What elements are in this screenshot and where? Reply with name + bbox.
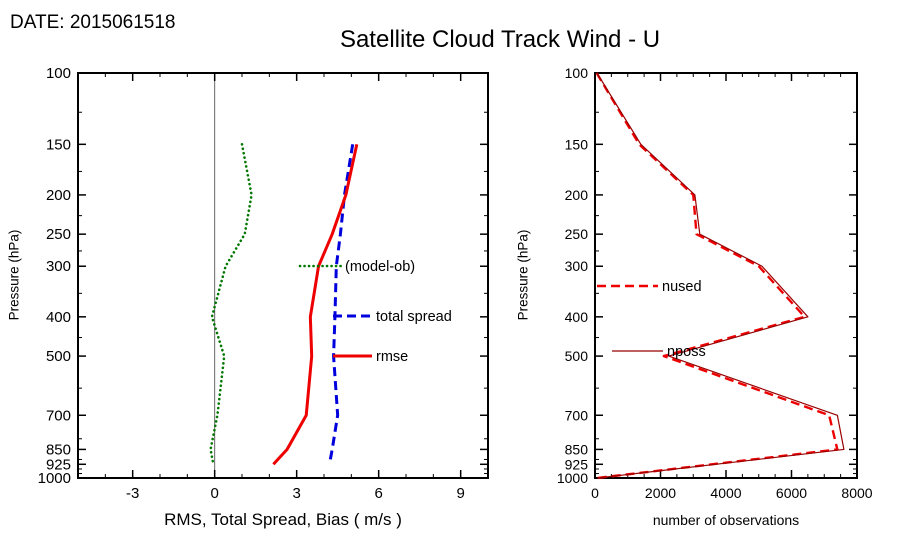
x-tick-label: 2000: [645, 485, 676, 501]
legend-label-total-spread: total spread: [376, 309, 452, 325]
right-panel: 0 2000 4000 6000 8000 100 150 200 250 300 400 500 70…: [557, 65, 873, 501]
left-panel: -3 0 3 6 9 100 150 200 250 300 400 500 700 8509251000…: [38, 65, 489, 502]
x-tick-label: 4000: [710, 485, 741, 501]
y-tick-label: 700: [46, 407, 71, 424]
x-tick-label: 0: [591, 485, 599, 501]
y-tick-label: 500: [565, 348, 589, 364]
right-yaxis-title: Pressure (hPa): [515, 229, 531, 321]
y-tick-label: 400: [46, 309, 71, 326]
y-tick-label: 925: [46, 456, 71, 473]
page-title: Satellite Cloud Track Wind - U: [339, 26, 661, 53]
y-tick-label: 700: [565, 407, 589, 423]
y-tick-label: 1000: [38, 470, 71, 487]
y-tick-label: 150: [46, 136, 71, 153]
y-tick-label: 400: [565, 309, 589, 325]
plot-frame: [77, 72, 489, 479]
y-tick-label: 1000: [557, 470, 588, 486]
x-tick-label: 0: [210, 485, 218, 502]
y-tick-label: 150: [565, 136, 589, 152]
y-tick-label: 200: [46, 187, 71, 204]
series-nused: [595, 72, 839, 480]
left-yaxis-title: Pressure (hPa): [6, 229, 22, 321]
y-tick-label: 850: [565, 441, 589, 457]
x-tick-label: -3: [126, 485, 139, 502]
x-tick-label: 3: [292, 485, 300, 502]
series-model-ob: [209, 143, 253, 466]
y-tick-label: 925: [565, 456, 589, 472]
y-tick-label: 300: [46, 258, 71, 275]
date-label: DATE: 2015061518: [10, 12, 176, 33]
y-tick-label: 200: [565, 187, 589, 203]
legend-label-model-ob: (model-ob): [345, 259, 415, 275]
y-tick-label: 100: [565, 65, 589, 81]
y-tick-label: 500: [46, 348, 71, 365]
y-tick-label: 250: [565, 226, 589, 242]
legend-label-nposs: nposs: [667, 344, 706, 360]
x-tick-label: 6000: [776, 485, 807, 501]
y-tick-label: 300: [565, 258, 589, 274]
x-tick-label: 6: [374, 485, 382, 502]
legend-label-rmse: rmse: [376, 349, 408, 365]
left-xaxis-title: RMS, Total Spread, Bias ( m/s ): [164, 510, 402, 529]
y-tick-label: 250: [46, 226, 71, 243]
series-total-spread: [327, 144, 355, 465]
x-tick-label: 9: [456, 485, 464, 502]
y-tick-label: 100: [46, 65, 71, 82]
right-xaxis-title: number of observations: [652, 512, 800, 528]
series-nposs: [596, 72, 845, 479]
x-tick-label: 8000: [841, 485, 872, 501]
y-tick-label: 850: [46, 441, 71, 458]
legend-label-nused: nused: [662, 279, 702, 295]
series-rmse: [272, 144, 359, 466]
